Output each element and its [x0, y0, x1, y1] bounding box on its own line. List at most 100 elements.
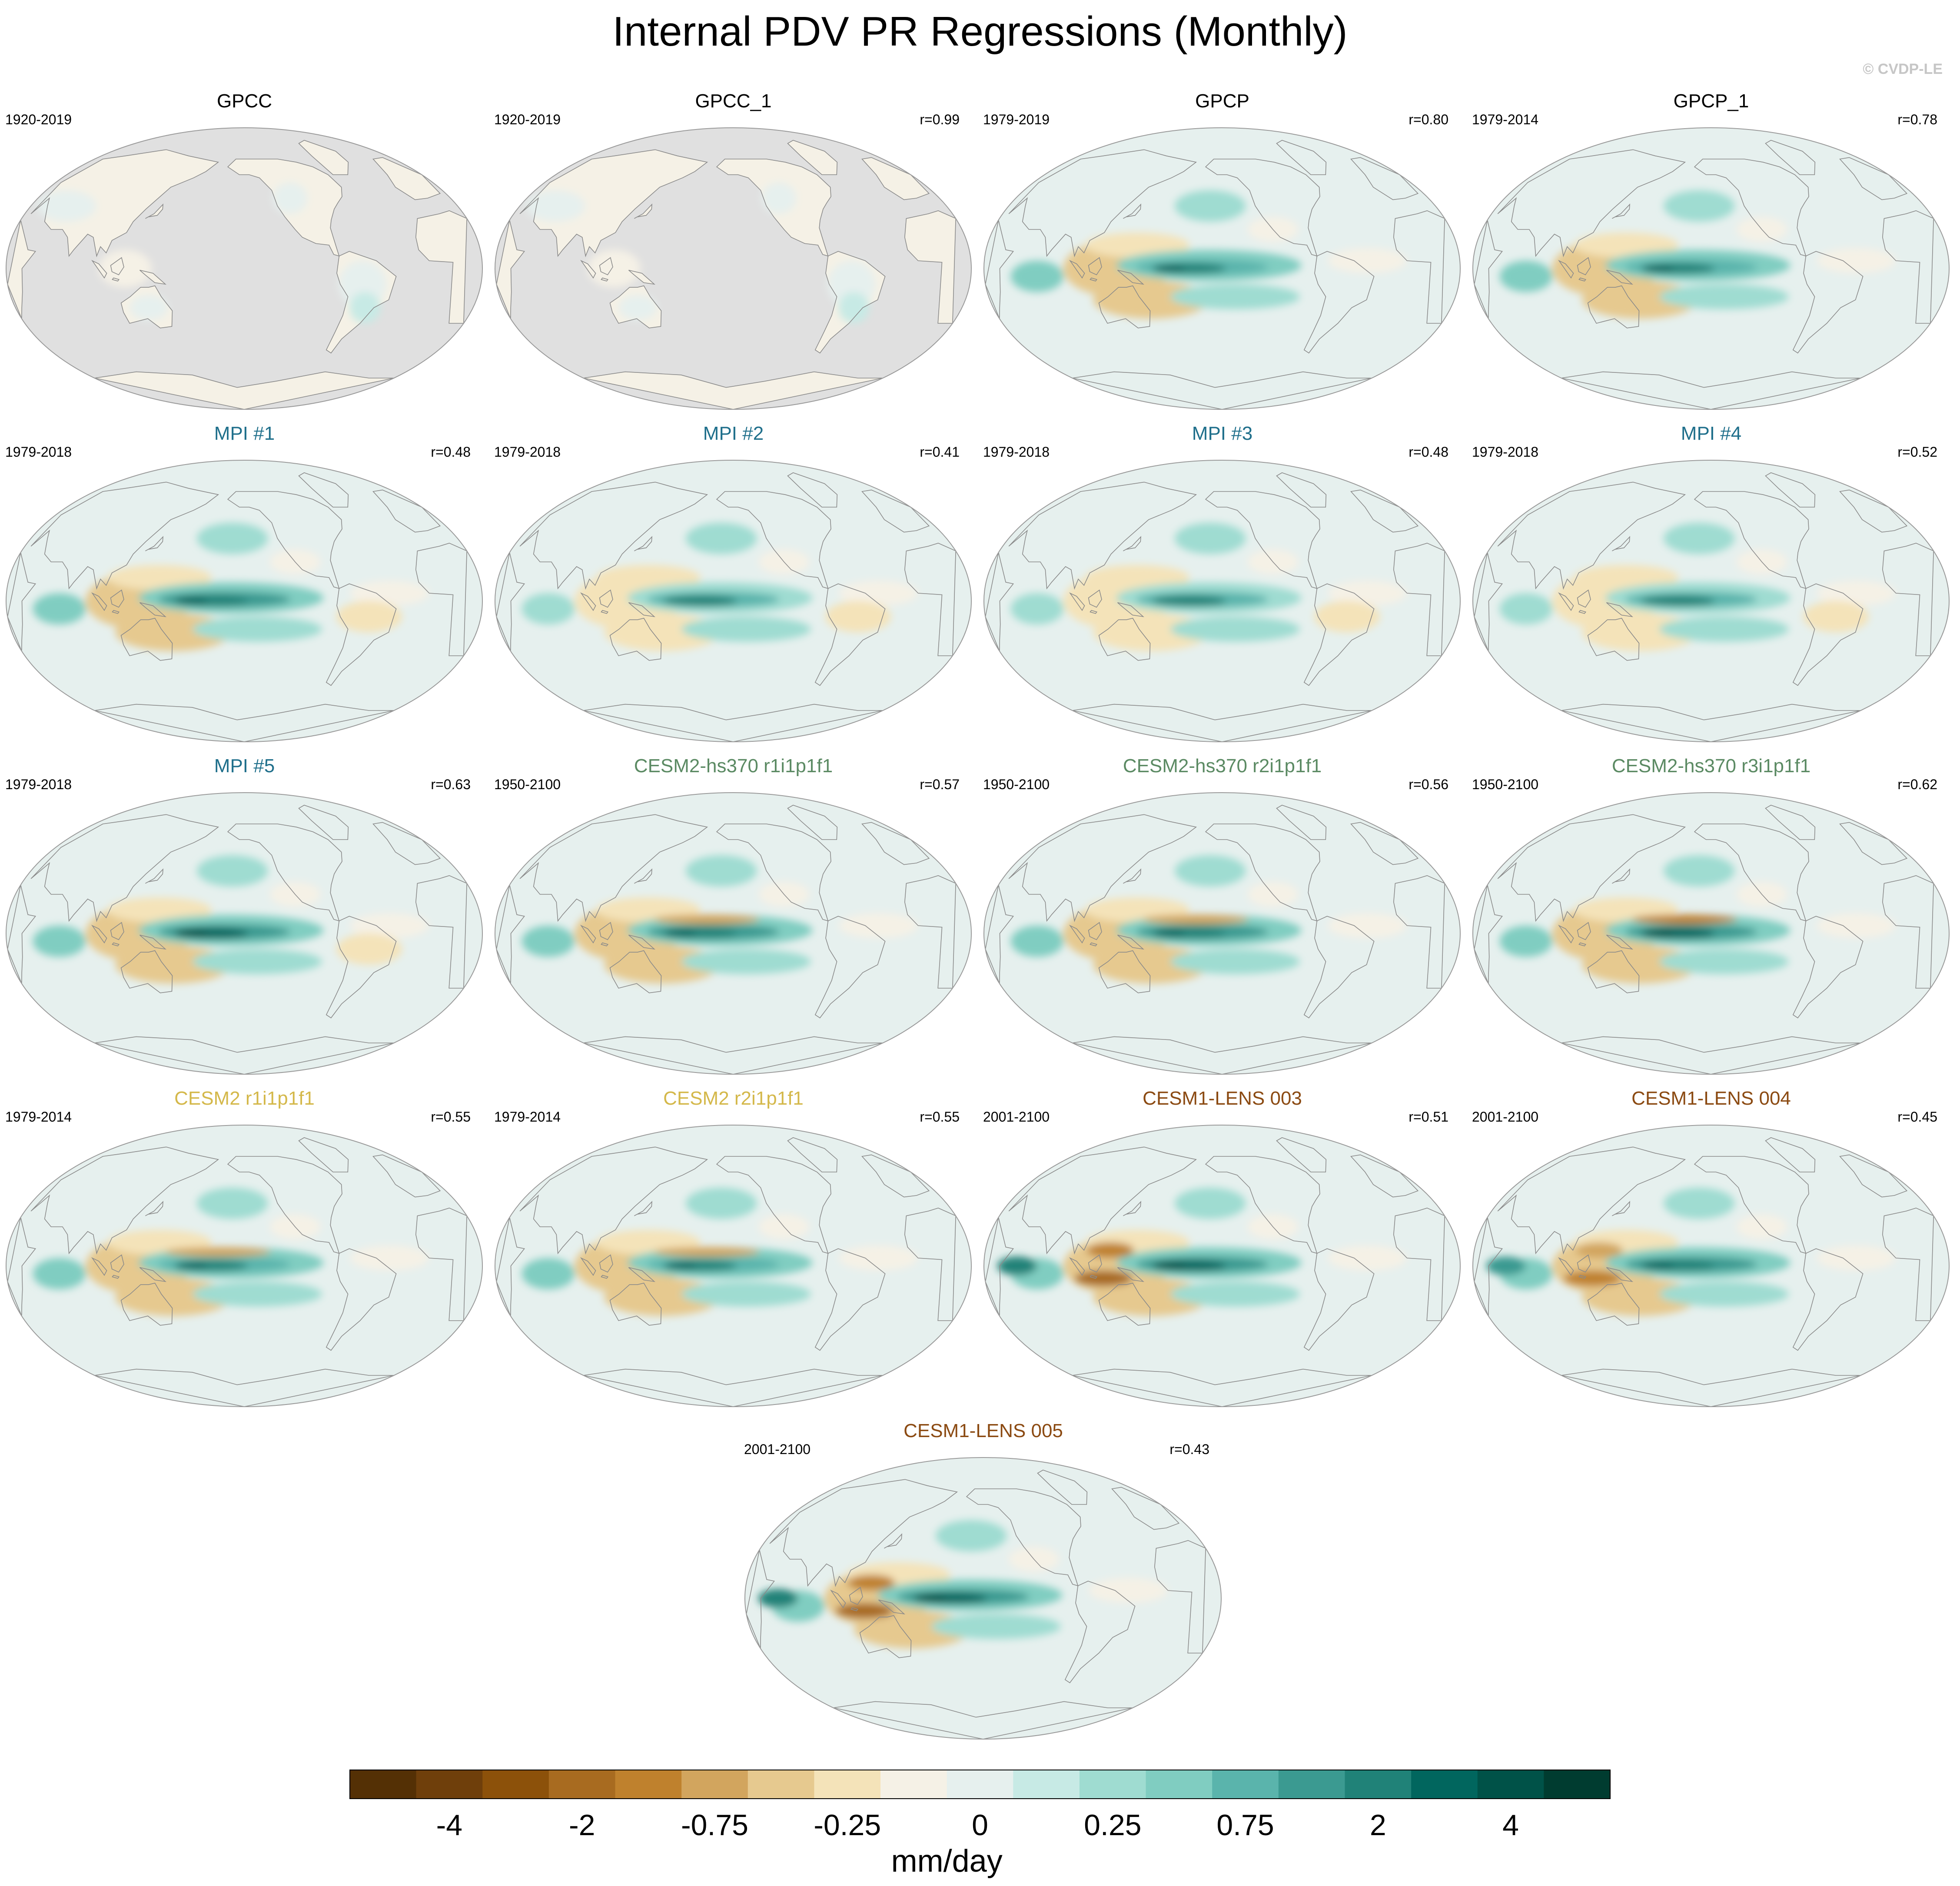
anomaly-region — [1153, 265, 1185, 272]
map — [983, 1125, 1461, 1407]
coastline — [1792, 583, 1864, 686]
coastline — [599, 257, 613, 276]
coastline — [787, 1137, 838, 1172]
coastline — [814, 916, 886, 1019]
panel-correlation: r=0.63 — [431, 777, 471, 792]
panel-years: 1920-2019 — [5, 112, 72, 127]
anomaly-region — [1328, 1245, 1407, 1271]
panel-title: MPI #4 — [1681, 423, 1742, 444]
coastline — [1577, 1254, 1591, 1273]
anomaly-region — [522, 1258, 575, 1289]
coastline — [1123, 868, 1141, 884]
coastline — [1350, 1154, 1419, 1198]
coastline — [145, 1201, 163, 1216]
coastline — [1123, 203, 1141, 219]
map — [495, 127, 972, 410]
anomaly-region — [1486, 1256, 1526, 1275]
map-panel: CESM1-LENS 005 2001-2100 r=0.43 — [739, 1419, 1228, 1740]
coastline — [814, 251, 886, 354]
coastline — [1205, 823, 1320, 922]
anomaly-region — [1574, 232, 1678, 258]
map-panel: CESM2-hs370 r3i1p1f1 1950-2100 r=0.62 — [1467, 754, 1956, 1076]
coastline — [628, 1267, 656, 1282]
anomaly-region — [664, 597, 696, 605]
coastline — [1587, 618, 1640, 661]
coastline — [496, 1217, 525, 1316]
map-panel: MPI #4 1979-2018 r=0.52 — [1467, 422, 1956, 743]
coastline — [94, 371, 394, 409]
anomaly-region — [33, 593, 86, 624]
map-panel: MPI #1 1979-2018 r=0.48 — [0, 422, 489, 743]
coastline — [1765, 472, 1816, 508]
coastline — [601, 942, 609, 946]
coastline — [519, 814, 708, 923]
coastline — [91, 1257, 107, 1276]
coastline — [583, 704, 883, 742]
anomaly-region — [1817, 1245, 1896, 1271]
coastline — [985, 220, 1014, 319]
coastline — [30, 1146, 219, 1255]
anomaly-region — [596, 565, 701, 590]
panel-years: 2001-2100 — [1472, 1109, 1539, 1125]
coastline — [110, 1254, 124, 1273]
coastline — [1497, 149, 1686, 258]
anomaly-region — [196, 1188, 268, 1219]
coastline — [7, 885, 37, 984]
anomaly-region — [175, 930, 207, 937]
coastline — [91, 924, 107, 944]
panel-years: 1979-2018 — [5, 777, 72, 792]
anomaly-region — [685, 523, 757, 554]
anomaly-region — [1010, 261, 1064, 292]
anomaly-region — [914, 1594, 946, 1602]
map-outline — [1472, 127, 1950, 410]
coastline — [1558, 259, 1574, 279]
colorbar-box — [1544, 1770, 1611, 1799]
coastline — [1303, 916, 1375, 1019]
coastline — [1561, 704, 1861, 742]
panel-years: 1979-2014 — [1472, 112, 1539, 127]
coastline — [1154, 1540, 1206, 1654]
anomaly-region — [839, 581, 918, 606]
map-panel: CESM2-hs370 r1i1p1f1 1950-2100 r=0.57 — [489, 754, 978, 1076]
colorbar-box — [548, 1770, 616, 1799]
anomaly-region — [1089, 1578, 1168, 1603]
panel-years: 2001-2100 — [744, 1441, 811, 1457]
anomaly-region — [1663, 1188, 1735, 1219]
coastline — [94, 1368, 394, 1407]
coastline — [1090, 610, 1098, 614]
anomaly-region — [1642, 1262, 1674, 1270]
colorbar-box — [947, 1770, 1013, 1799]
coastline — [1393, 1207, 1445, 1321]
coastline — [1578, 610, 1587, 614]
map — [6, 792, 483, 1075]
anomaly-region — [681, 949, 811, 974]
coastline — [7, 220, 37, 319]
coastline — [1765, 139, 1816, 175]
coastline — [1882, 1207, 1934, 1321]
anomaly-region — [681, 617, 811, 642]
map-panel: GPCC 1920-2019 — [0, 89, 489, 411]
colorbar-box — [681, 1770, 748, 1799]
anomaly-region — [175, 597, 207, 605]
anomaly-region — [931, 1614, 1061, 1639]
colorbar-tick-label: -0.25 — [814, 1809, 881, 1842]
colorbar-box — [814, 1770, 881, 1799]
credit-watermark: © CVDP-LE — [1863, 61, 1943, 77]
map-outline — [983, 127, 1461, 410]
coastline — [1205, 1156, 1320, 1254]
map — [983, 127, 1461, 410]
coastline — [1558, 924, 1574, 944]
anomaly-region — [33, 926, 86, 957]
coastline — [634, 203, 652, 219]
panel-correlation: r=0.56 — [1409, 777, 1448, 792]
coastline — [1839, 489, 1908, 533]
coastline — [1090, 1275, 1098, 1279]
anomaly-region — [1659, 284, 1789, 309]
panel-correlation: r=0.57 — [920, 777, 960, 792]
coastline — [1612, 868, 1630, 884]
map-outline — [6, 127, 483, 410]
coastline — [1612, 1201, 1630, 1216]
coastline — [1303, 1248, 1375, 1351]
coastline — [1069, 924, 1085, 944]
coastline — [415, 542, 468, 656]
